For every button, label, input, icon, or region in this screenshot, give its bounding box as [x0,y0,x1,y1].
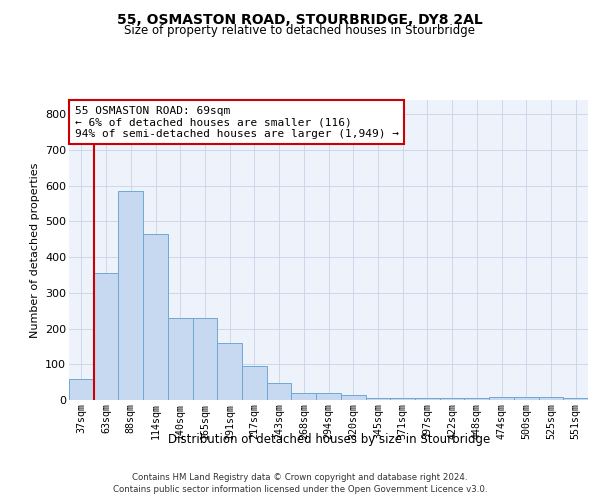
Text: Size of property relative to detached houses in Stourbridge: Size of property relative to detached ho… [125,24,476,37]
Bar [143,234,168,400]
Bar [539,397,563,400]
Bar [514,397,539,400]
Bar [118,191,143,400]
Bar [217,343,242,400]
Text: 55, OSMASTON ROAD, STOURBRIDGE, DY8 2AL: 55, OSMASTON ROAD, STOURBRIDGE, DY8 2AL [117,12,483,26]
Bar [193,318,217,400]
Bar [440,398,464,400]
Bar [242,366,267,400]
Bar [292,393,316,400]
Y-axis label: Number of detached properties: Number of detached properties [29,162,40,338]
Bar [316,393,341,400]
Bar [341,396,365,400]
Bar [464,398,489,400]
Text: Distribution of detached houses by size in Stourbridge: Distribution of detached houses by size … [167,432,490,446]
Bar [390,398,415,400]
Bar [69,378,94,400]
Bar [489,397,514,400]
Bar [168,318,193,400]
Text: Contains public sector information licensed under the Open Government Licence v3: Contains public sector information licen… [113,485,487,494]
Bar [267,383,292,400]
Bar [563,398,588,400]
Bar [415,398,440,400]
Text: 55 OSMASTON ROAD: 69sqm
← 6% of detached houses are smaller (116)
94% of semi-de: 55 OSMASTON ROAD: 69sqm ← 6% of detached… [74,106,398,139]
Bar [365,398,390,400]
Text: Contains HM Land Registry data © Crown copyright and database right 2024.: Contains HM Land Registry data © Crown c… [132,472,468,482]
Bar [94,273,118,400]
